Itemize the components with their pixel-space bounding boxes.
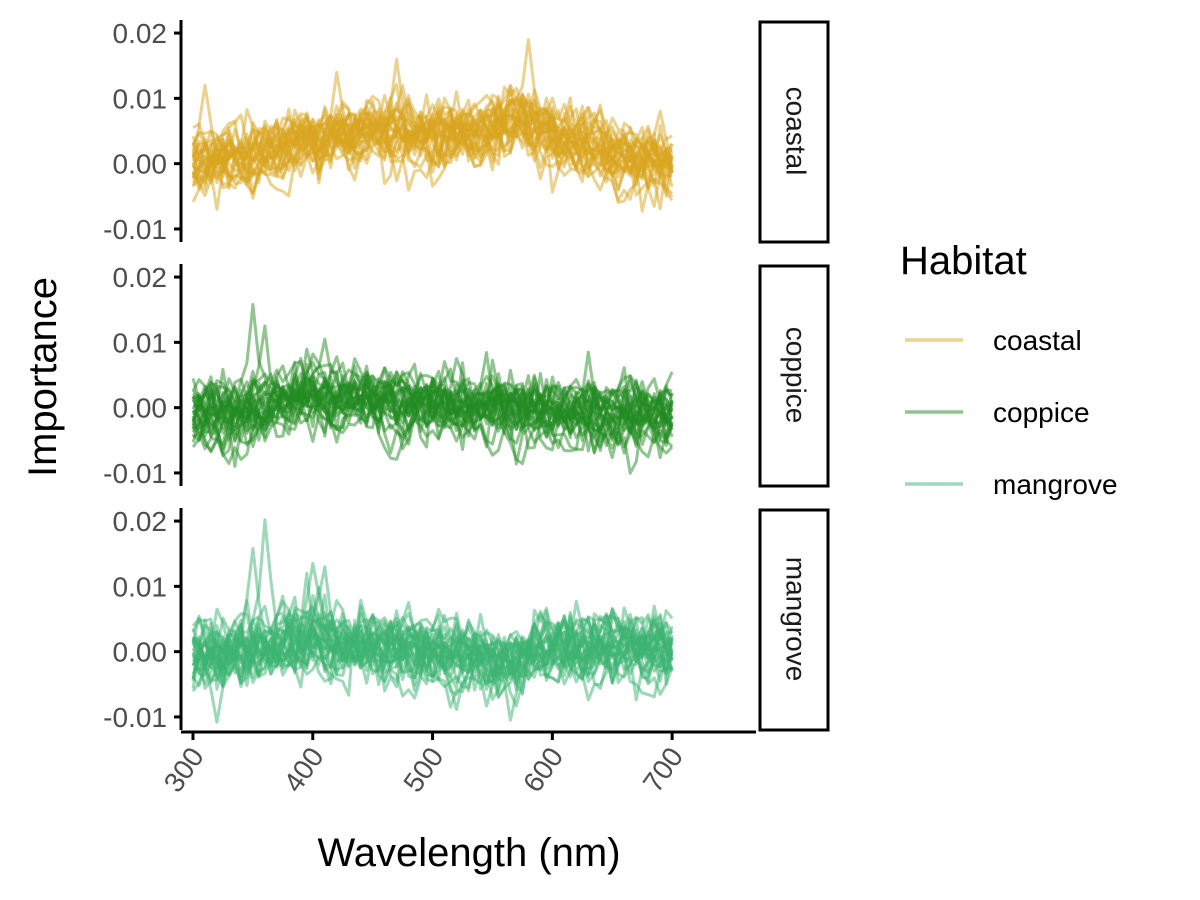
y-axis-title: Importance bbox=[21, 277, 65, 477]
y-tick-label: 0.01 bbox=[113, 571, 168, 602]
x-axis-title: Wavelength (nm) bbox=[317, 831, 620, 875]
legend-entry-label: coppice bbox=[993, 397, 1090, 428]
series-line bbox=[192, 350, 673, 431]
series-line bbox=[191, 358, 673, 435]
y-tick-label: 0.01 bbox=[113, 327, 168, 358]
x-axis: 300 400 500 600 700 bbox=[158, 730, 756, 798]
y-tick-label: 0.02 bbox=[113, 262, 168, 293]
facet-strip-mangrove bbox=[758, 508, 830, 732]
series-line bbox=[191, 626, 674, 709]
legend: Habitat coastal coppice mangrove bbox=[900, 239, 1118, 500]
series-line bbox=[191, 96, 673, 190]
y-tick-label: -0.01 bbox=[103, 458, 167, 489]
panel-coastal: -0.01 0.00 0.01 0.02 coastal bbox=[103, 18, 830, 245]
series-line bbox=[192, 88, 674, 190]
y-tick-label: 0.00 bbox=[113, 637, 168, 668]
series-line bbox=[191, 117, 674, 203]
panel-coppice: -0.01 0.00 0.01 0.02 coppice bbox=[103, 262, 830, 489]
series-line bbox=[192, 116, 674, 204]
legend-entry-label: coastal bbox=[993, 325, 1082, 356]
panel-mangrove: -0.01 0.00 0.01 0.02 mangrove bbox=[103, 506, 830, 733]
panels-layer: -0.01 0.00 0.01 0.02 coastal -0.01 0.00 0.01 0.0… bbox=[103, 18, 830, 733]
x-tick-label: 300 bbox=[158, 742, 210, 798]
series-line bbox=[191, 99, 673, 213]
series-line bbox=[191, 613, 674, 689]
y-tick-label: 0.02 bbox=[113, 506, 168, 537]
y-tick-label: -0.01 bbox=[103, 214, 167, 245]
facet-strip-label: coppice bbox=[781, 327, 812, 424]
facet-strip-coppice bbox=[758, 264, 830, 488]
y-tick-label: 0.01 bbox=[113, 83, 168, 114]
x-tick-label: 600 bbox=[517, 742, 569, 798]
y-tick-label: 0.00 bbox=[113, 393, 168, 424]
x-tick-label: 400 bbox=[277, 742, 329, 798]
facet-strip-label: mangrove bbox=[781, 557, 812, 682]
series-line bbox=[191, 388, 674, 466]
legend-title: Habitat bbox=[900, 239, 1027, 283]
facet-strip-coastal bbox=[758, 20, 830, 244]
y-tick-label: 0.00 bbox=[113, 149, 168, 180]
y-tick-label: -0.01 bbox=[103, 702, 167, 733]
panel-coastal-lines bbox=[191, 38, 674, 213]
panel-mangrove-lines bbox=[191, 518, 674, 724]
facet-strip-label: coastal bbox=[781, 87, 812, 176]
series-line bbox=[192, 370, 674, 440]
x-tick-label: 500 bbox=[397, 742, 449, 798]
series-line bbox=[191, 355, 674, 435]
panel-coppice-lines bbox=[191, 303, 674, 475]
x-tick-label: 700 bbox=[637, 742, 689, 798]
legend-entry-label: mangrove bbox=[993, 469, 1118, 500]
y-tick-label: 0.02 bbox=[113, 18, 168, 49]
legend-entries: coastal coppice mangrove bbox=[905, 325, 1118, 500]
